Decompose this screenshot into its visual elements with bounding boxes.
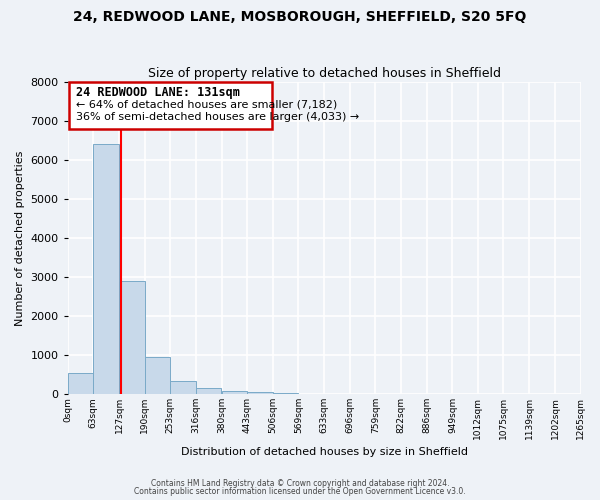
- Bar: [93, 144, 119, 394]
- Text: Contains HM Land Registry data © Crown copyright and database right 2024.: Contains HM Land Registry data © Crown c…: [151, 478, 449, 488]
- Bar: [170, 380, 196, 394]
- Bar: [222, 392, 247, 394]
- Text: 36% of semi-detached houses are larger (4,033) →: 36% of semi-detached houses are larger (…: [76, 112, 359, 122]
- Bar: [145, 357, 170, 395]
- Title: Size of property relative to detached houses in Sheffield: Size of property relative to detached ho…: [148, 66, 500, 80]
- Text: Contains public sector information licensed under the Open Government Licence v3: Contains public sector information licen…: [134, 487, 466, 496]
- Text: 24 REDWOOD LANE: 131sqm: 24 REDWOOD LANE: 131sqm: [76, 86, 239, 99]
- Bar: [273, 393, 298, 394]
- FancyBboxPatch shape: [68, 82, 272, 129]
- Bar: [119, 281, 145, 394]
- Bar: [68, 373, 93, 394]
- Text: ← 64% of detached houses are smaller (7,182): ← 64% of detached houses are smaller (7,…: [76, 99, 337, 109]
- Bar: [196, 388, 221, 394]
- X-axis label: Distribution of detached houses by size in Sheffield: Distribution of detached houses by size …: [181, 448, 467, 458]
- Text: 24, REDWOOD LANE, MOSBOROUGH, SHEFFIELD, S20 5FQ: 24, REDWOOD LANE, MOSBOROUGH, SHEFFIELD,…: [73, 10, 527, 24]
- Y-axis label: Number of detached properties: Number of detached properties: [15, 150, 25, 326]
- Bar: [247, 392, 273, 394]
